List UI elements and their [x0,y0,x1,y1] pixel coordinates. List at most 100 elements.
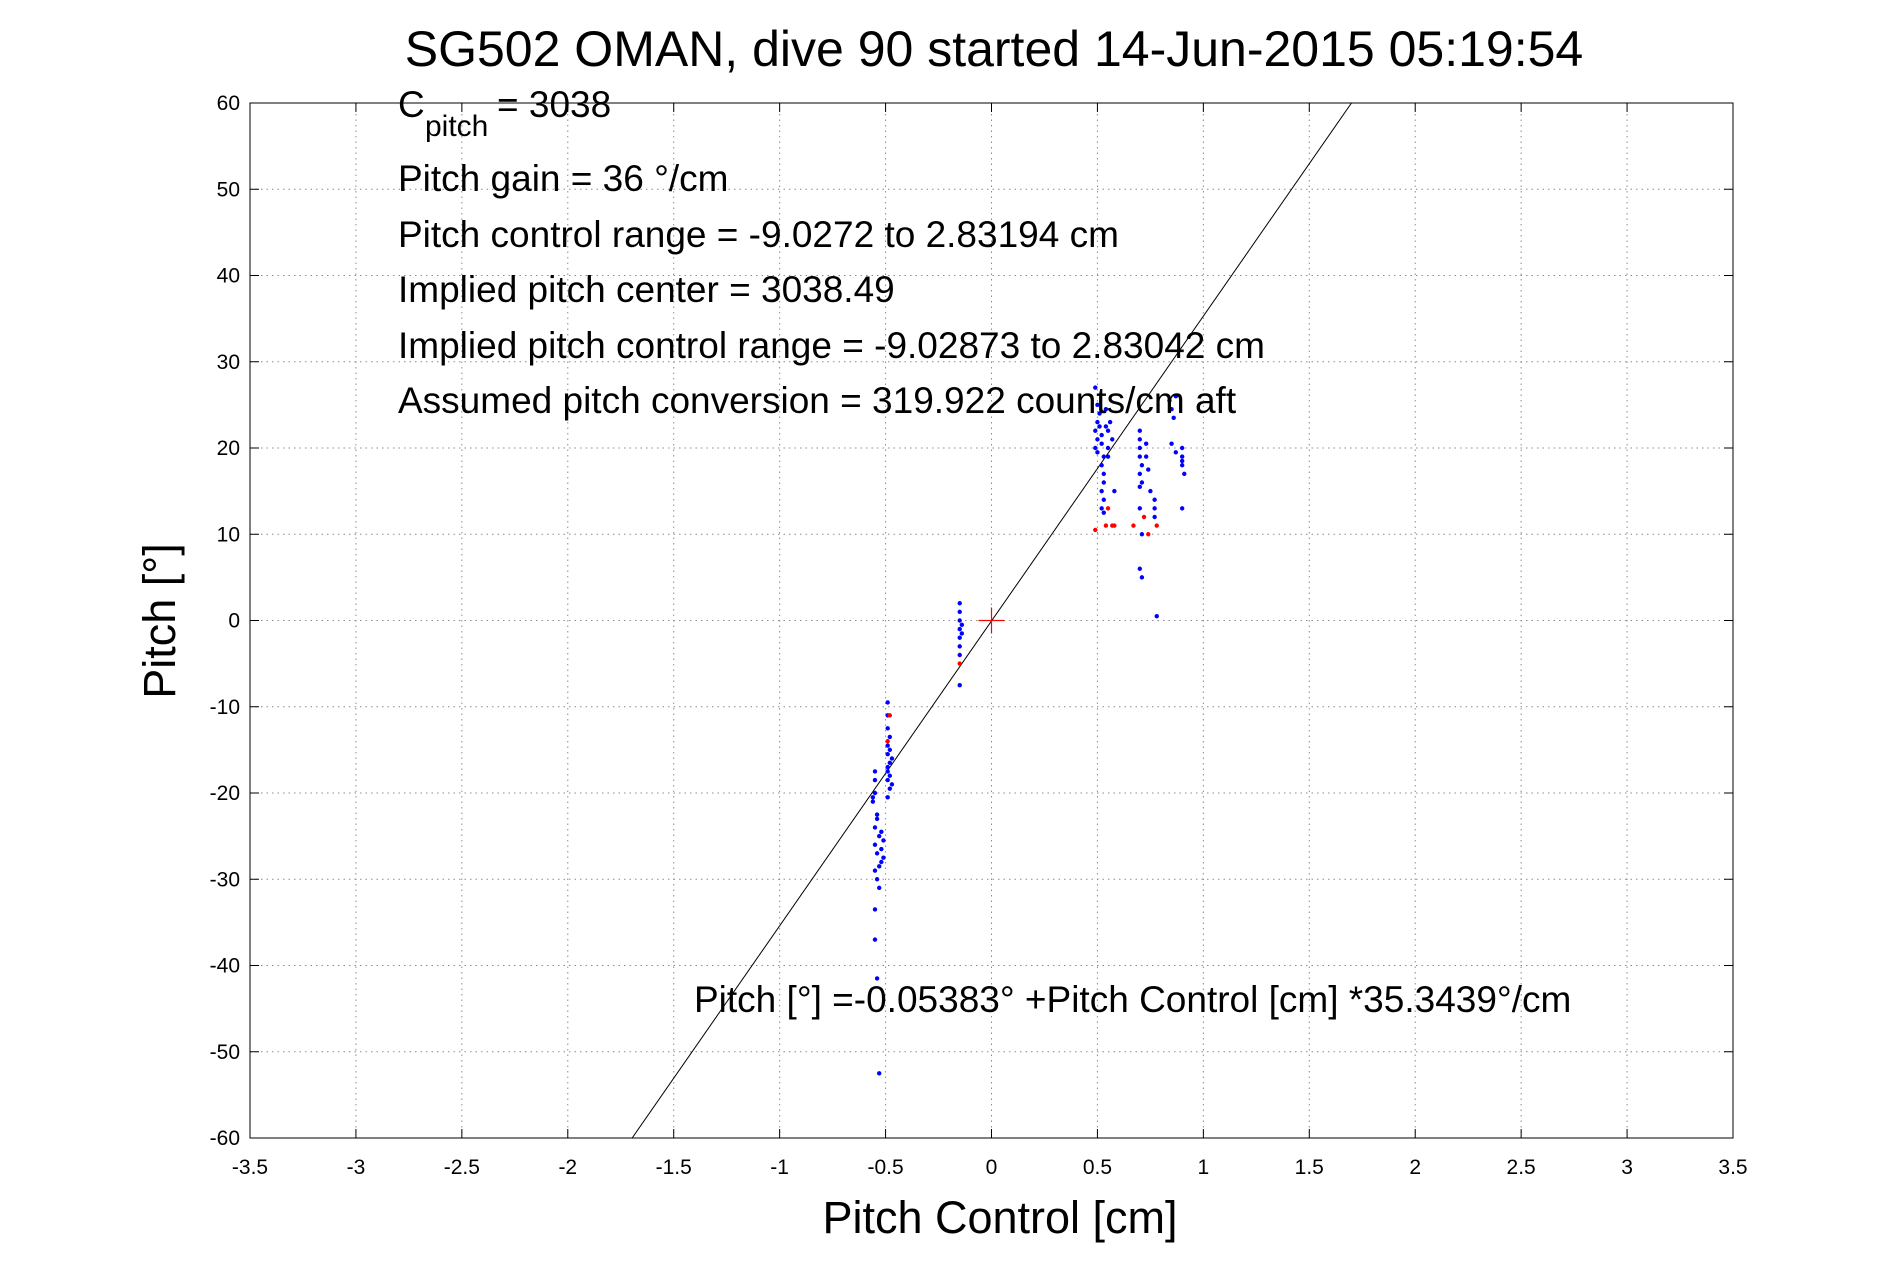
x-tick-label: -1 [770,1156,789,1179]
data-point [1179,454,1185,459]
x-tick-label: -2 [558,1156,577,1179]
y-tick-label: -10 [210,696,240,719]
data-point [1179,506,1185,511]
data-point [1179,458,1185,464]
data-point-red [1103,523,1109,528]
data-point [1139,575,1145,580]
annotation-conversion: Assumed pitch conversion = 319.922 count… [398,380,1237,421]
data-point [1095,437,1100,442]
data-point [872,790,878,796]
x-tick-label: 0.5 [1083,1156,1112,1179]
data-point [870,799,876,804]
data-point [1139,532,1145,537]
data-point [874,812,880,817]
data-point [1101,510,1106,515]
data-point-red [1146,532,1151,537]
data-point [1169,406,1174,412]
y-tick-label: 60 [217,92,240,115]
data-point [877,885,882,891]
data-point [1148,488,1153,494]
data-point [885,700,890,705]
data-point [870,795,876,800]
annotation-cpitch: C pitch = 3038 [398,84,611,143]
data-point [957,652,962,658]
data-point [879,846,884,852]
data-point [872,842,878,847]
x-tick-label: 1 [1198,1156,1210,1179]
x-tick-label: 0 [986,1156,998,1179]
data-points [870,385,1187,1076]
x-tick-label: -1.5 [656,1156,692,1179]
data-point [1099,441,1104,446]
cpitch-symbol: C [398,84,425,125]
y-tick-label: 50 [217,178,240,201]
data-point [881,855,886,860]
data-point [1152,497,1157,502]
y-tick-label: -30 [210,868,240,891]
data-point [1137,428,1143,433]
data-point [957,609,962,615]
x-tick-label: -2.5 [444,1156,480,1179]
annotation-control-range: Pitch control range = -9.0272 to 2.83194… [398,214,1119,255]
y-tick-label: -50 [210,1041,240,1064]
data-point [1099,463,1104,468]
data-point [887,773,893,778]
data-point-red [957,661,962,666]
y-axis-label: Pitch [°] [134,543,185,699]
data-point [877,864,882,869]
data-point [885,764,890,770]
data-point-red [1131,523,1136,528]
data-point-red [1154,523,1159,528]
data-point [885,769,890,774]
data-point [1101,497,1106,502]
data-point [1179,463,1185,468]
data-point [1146,467,1151,472]
data-point-red [1093,527,1098,533]
data-point [1139,463,1145,468]
data-point [872,825,878,830]
data-point [1137,445,1143,451]
data-point [877,1071,882,1076]
cpitch-subscript: pitch [425,110,488,143]
data-point [1112,488,1117,494]
data-point [1095,450,1100,455]
data-point [957,601,962,606]
x-tick-label: 3.5 [1718,1156,1747,1179]
data-point [1099,488,1104,494]
data-point [1167,398,1172,403]
data-point-red [1105,506,1111,511]
data-point-red [1112,523,1117,528]
data-point [1182,471,1187,477]
data-point [872,777,878,783]
x-tick-label: -0.5 [867,1156,903,1179]
data-point [887,760,893,766]
data-point [885,726,890,731]
x-tick-label: 3 [1621,1156,1633,1179]
data-point [872,769,878,774]
data-point-red [887,713,893,718]
data-point-red [885,739,890,744]
data-point [1103,424,1109,429]
axis-ticks [249,102,1734,1139]
y-tick-label: -40 [210,955,240,978]
cpitch-value: = 3038 [497,84,611,125]
data-point [885,743,890,748]
x-tick-label: 2 [1409,1156,1421,1179]
annotation-implied-range: Implied pitch control range = -9.02873 t… [398,325,1265,366]
data-point [1093,428,1098,433]
data-point [887,747,893,753]
data-point [1154,613,1159,619]
data-point [1101,480,1106,485]
y-tick-label: 30 [217,351,240,374]
data-point [872,868,878,873]
data-point [1093,385,1098,390]
data-point [877,833,882,839]
data-point [879,859,884,865]
center-marker [978,607,1005,634]
annotation-implied-center: Implied pitch center = 3038.49 [398,269,895,310]
data-point [1099,432,1104,438]
data-point [889,756,895,761]
x-tick-label: -3.5 [232,1156,268,1179]
data-point [1097,424,1102,429]
data-point [1143,454,1149,459]
